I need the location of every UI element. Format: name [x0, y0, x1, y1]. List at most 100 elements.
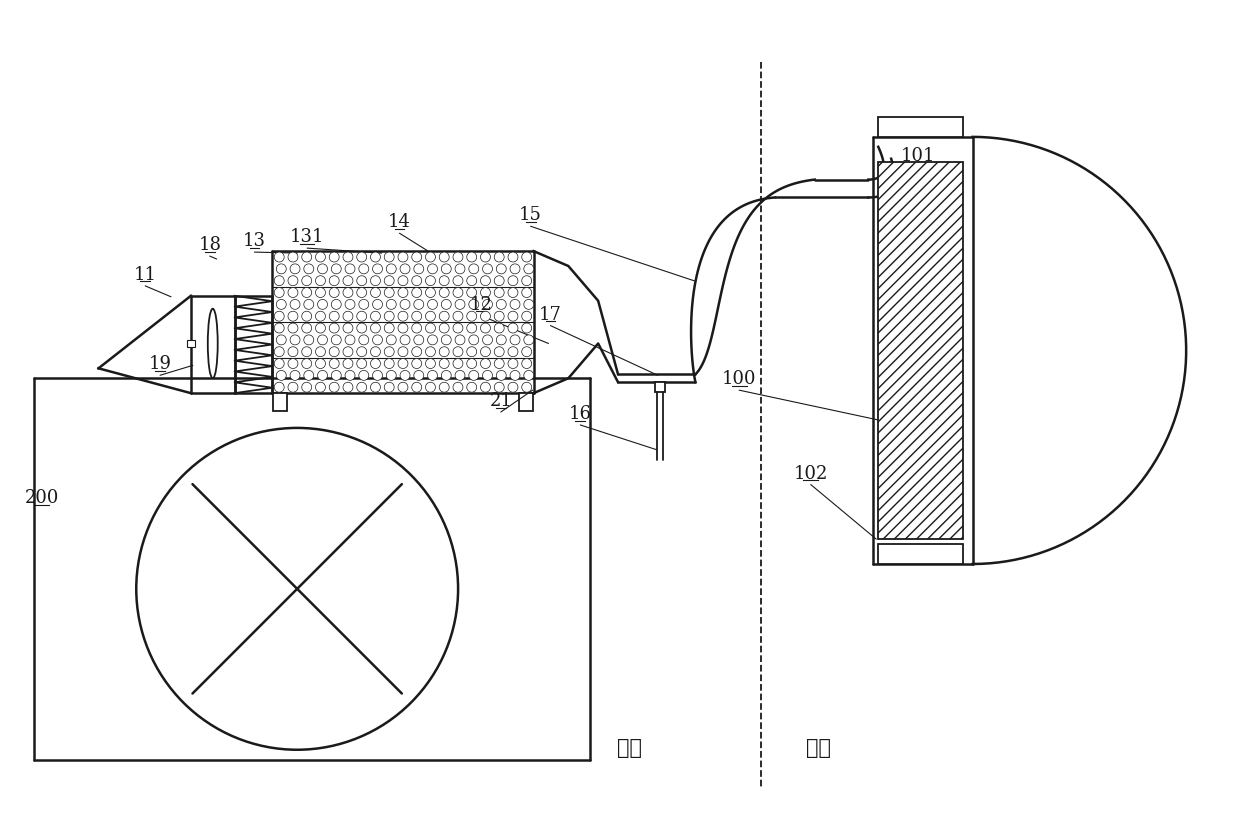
Circle shape	[453, 276, 463, 286]
Circle shape	[425, 276, 435, 286]
Circle shape	[453, 383, 463, 393]
Text: 200: 200	[25, 490, 60, 507]
Circle shape	[301, 383, 311, 393]
Circle shape	[466, 347, 476, 357]
Circle shape	[439, 311, 449, 321]
Circle shape	[455, 370, 465, 380]
Circle shape	[414, 264, 424, 274]
Circle shape	[357, 347, 367, 357]
Circle shape	[439, 359, 449, 369]
Circle shape	[315, 347, 325, 357]
Circle shape	[455, 335, 465, 344]
Circle shape	[441, 264, 451, 274]
Circle shape	[412, 347, 422, 357]
Circle shape	[480, 347, 491, 357]
Circle shape	[330, 311, 340, 321]
Circle shape	[495, 323, 505, 333]
Circle shape	[480, 287, 491, 297]
Circle shape	[425, 252, 435, 262]
Text: 12: 12	[470, 295, 492, 314]
Circle shape	[371, 311, 381, 321]
Circle shape	[343, 252, 353, 262]
Circle shape	[480, 276, 491, 286]
Circle shape	[371, 359, 381, 369]
Circle shape	[331, 264, 341, 274]
Circle shape	[522, 287, 532, 297]
Circle shape	[330, 359, 340, 369]
Circle shape	[428, 370, 438, 380]
Circle shape	[274, 347, 284, 357]
Circle shape	[317, 300, 327, 310]
Circle shape	[288, 287, 298, 297]
Circle shape	[357, 383, 367, 393]
Circle shape	[508, 383, 518, 393]
Circle shape	[317, 264, 327, 274]
Text: 11: 11	[134, 266, 156, 284]
Circle shape	[428, 264, 438, 274]
Circle shape	[469, 300, 479, 310]
Circle shape	[357, 323, 367, 333]
Circle shape	[371, 383, 381, 393]
Bar	[878, 117, 962, 137]
Circle shape	[439, 287, 449, 297]
Circle shape	[357, 359, 367, 369]
Circle shape	[315, 252, 325, 262]
Circle shape	[398, 311, 408, 321]
Text: 19: 19	[149, 355, 171, 374]
Circle shape	[441, 335, 451, 344]
Circle shape	[277, 370, 286, 380]
Circle shape	[277, 264, 286, 274]
Circle shape	[288, 311, 298, 321]
Circle shape	[496, 264, 506, 274]
Circle shape	[412, 287, 422, 297]
Circle shape	[330, 252, 340, 262]
Circle shape	[301, 252, 311, 262]
Circle shape	[398, 383, 408, 393]
Circle shape	[412, 311, 422, 321]
Circle shape	[522, 311, 532, 321]
Circle shape	[482, 335, 492, 344]
Circle shape	[371, 252, 381, 262]
Circle shape	[508, 347, 518, 357]
Text: 21: 21	[490, 392, 512, 410]
Text: 102: 102	[794, 465, 828, 483]
Circle shape	[496, 300, 506, 310]
Circle shape	[522, 252, 532, 262]
Circle shape	[466, 252, 476, 262]
Circle shape	[277, 335, 286, 344]
Circle shape	[277, 300, 286, 310]
Circle shape	[315, 359, 325, 369]
Circle shape	[480, 311, 491, 321]
Circle shape	[304, 300, 314, 310]
Circle shape	[387, 300, 397, 310]
Circle shape	[372, 370, 382, 380]
Circle shape	[345, 335, 355, 344]
Circle shape	[315, 383, 325, 393]
Circle shape	[455, 300, 465, 310]
Bar	[518, 393, 533, 411]
Circle shape	[358, 300, 368, 310]
Circle shape	[357, 252, 367, 262]
Circle shape	[136, 428, 458, 749]
Circle shape	[301, 276, 311, 286]
Circle shape	[304, 370, 314, 380]
Circle shape	[372, 300, 382, 310]
Text: 101: 101	[900, 147, 935, 165]
Circle shape	[480, 383, 491, 393]
Circle shape	[508, 287, 518, 297]
Circle shape	[496, 370, 506, 380]
Text: 18: 18	[198, 237, 221, 254]
Text: 室外: 室外	[618, 738, 642, 758]
Circle shape	[274, 276, 284, 286]
Text: 室内: 室内	[806, 738, 831, 758]
Circle shape	[510, 300, 520, 310]
Circle shape	[315, 323, 325, 333]
Circle shape	[357, 287, 367, 297]
Circle shape	[495, 347, 505, 357]
Circle shape	[315, 311, 325, 321]
Circle shape	[522, 323, 532, 333]
Circle shape	[414, 335, 424, 344]
Circle shape	[414, 300, 424, 310]
Circle shape	[387, 335, 397, 344]
Circle shape	[401, 370, 410, 380]
